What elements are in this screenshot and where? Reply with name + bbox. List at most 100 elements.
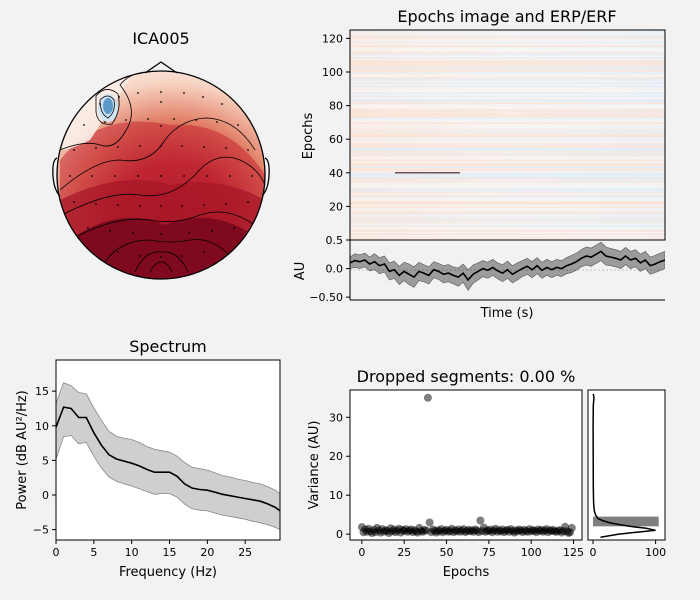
epoch-row [350, 148, 665, 150]
epochs-ytick-label: 40 [329, 167, 343, 180]
spectrum-xtick-label: 15 [163, 546, 177, 559]
erp-ytick-label: 0.5 [326, 234, 344, 247]
erp-confidence-band [350, 242, 665, 290]
spectrum-xtick-label: 0 [53, 546, 60, 559]
epoch-row [350, 49, 665, 51]
epoch-row [350, 114, 665, 116]
epoch-row [350, 131, 665, 133]
epoch-row [350, 211, 665, 213]
epoch-row [350, 208, 665, 210]
spectrum-title: Spectrum [129, 337, 207, 356]
variance-ylabel: Variance (AU) [307, 421, 322, 510]
epoch-row [350, 43, 665, 45]
spectrum-xlabel: Frequency (Hz) [119, 565, 217, 580]
variance-ytick-label: 10 [329, 489, 343, 502]
epoch-row [350, 101, 665, 103]
epochs-image-panel: Epochs image and ERP/ERF 20406080100120 … [301, 7, 665, 240]
epoch-row [350, 138, 665, 140]
epochs-ytick-label: 120 [322, 32, 343, 45]
spectrum-ytick-label: 10 [35, 420, 49, 433]
epoch-row [350, 38, 665, 40]
epoch-row [350, 84, 665, 86]
spectrum-panel: Spectrum 0 5 10 15 20 25−5051015 Frequency (H… [15, 337, 280, 580]
variance-title: Dropped segments: 0.00 % [357, 367, 576, 386]
spectrum-ytick-label: 5 [42, 454, 49, 467]
epoch-row [350, 144, 665, 146]
epoch-row [350, 153, 665, 155]
epoch-row [350, 222, 665, 224]
epoch-row [350, 50, 665, 52]
topomap-title: ICA005 [132, 29, 189, 48]
epoch-row [350, 54, 665, 56]
variance-point [568, 524, 576, 532]
epochs-ylabel: Epochs [301, 112, 316, 159]
epoch-row [350, 126, 665, 128]
variance-xlabel: Epochs [443, 565, 490, 580]
spectrum-ytick-label: 15 [35, 385, 49, 398]
variance-xtick-label: 25 [397, 546, 411, 559]
epoch-row [350, 82, 665, 84]
epoch-row [350, 196, 665, 198]
epoch-row [350, 57, 665, 59]
epoch-row [350, 127, 665, 129]
epoch-row [350, 116, 665, 118]
epoch-row [350, 237, 665, 239]
epoch-row [350, 96, 665, 98]
epoch-row [350, 156, 665, 158]
epoch-row [350, 64, 665, 66]
epochs-ytick-label: 60 [329, 133, 343, 146]
epoch-row [350, 141, 665, 143]
epoch-row [350, 227, 665, 229]
epoch-row [350, 139, 665, 141]
epoch-row [350, 205, 665, 207]
variance-ytick-label: 30 [329, 411, 343, 424]
spectrum-xtick-label: 5 [90, 546, 97, 559]
epoch-row [350, 195, 665, 197]
epoch-row [350, 161, 665, 163]
epoch-row [350, 111, 665, 113]
epoch-row [350, 183, 665, 185]
erp-panel: −0.500.00.5 AU Time (s) [293, 234, 665, 321]
variance-xtick-label: 0 [358, 546, 365, 559]
epoch-row [350, 69, 665, 71]
epoch-row [350, 215, 665, 217]
epoch-row [350, 75, 665, 77]
epoch-row [350, 97, 665, 99]
epoch-row [350, 109, 665, 111]
spectrum-ytick-label: −5 [33, 524, 49, 537]
epoch-row [350, 129, 665, 131]
epoch-row [350, 220, 665, 222]
erp-ytick-label: 0.0 [326, 263, 344, 276]
epoch-row [350, 136, 665, 138]
epochs-ytick-label: 80 [329, 100, 343, 113]
histogram-panel: 0 100 [588, 390, 666, 559]
epoch-row [350, 45, 665, 47]
epochs-heatmap [350, 30, 665, 240]
histogram-bar [593, 517, 659, 527]
variance-point [424, 394, 432, 402]
epoch-row [350, 233, 665, 235]
epoch-row [350, 146, 665, 148]
epoch-row [350, 175, 665, 177]
epoch-row [350, 164, 665, 166]
epoch-row [350, 213, 665, 215]
epoch-row [350, 181, 665, 183]
epoch-row [350, 70, 665, 72]
variance-panel: Dropped segments: 0.00 % 0 25 50 75 100 125 0 1… [307, 367, 584, 580]
variance-ytick-label: 20 [329, 450, 343, 463]
epoch-row [350, 107, 665, 109]
epoch-row [350, 59, 665, 61]
variance-xtick-label: 100 [521, 546, 542, 559]
epoch-row [350, 133, 665, 135]
epoch-row [350, 235, 665, 237]
epoch-row [350, 124, 665, 126]
variance-point [476, 517, 484, 525]
epoch-row [350, 32, 665, 34]
epoch-row [350, 223, 665, 225]
variance-xtick-label: 75 [482, 546, 496, 559]
epoch-row [350, 159, 665, 161]
epoch-row [350, 122, 665, 124]
epoch-row [350, 200, 665, 202]
